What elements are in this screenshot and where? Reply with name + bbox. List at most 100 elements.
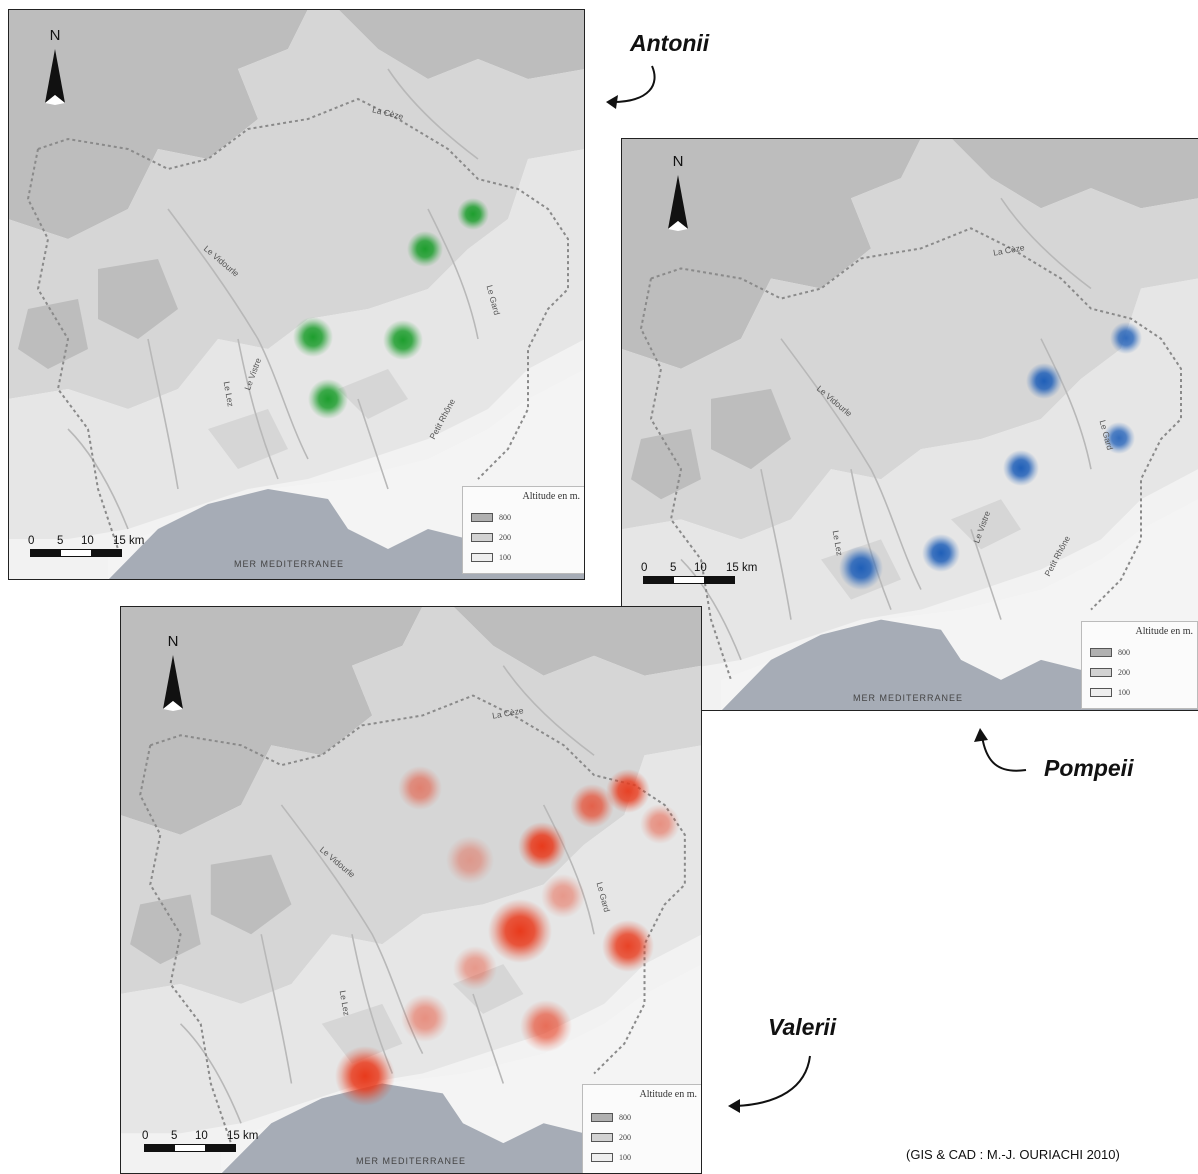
river-line (542, 804, 595, 935)
scale-tick: 0 (28, 535, 35, 547)
north-arrow-icon (45, 49, 65, 105)
north-arrow: N (158, 633, 188, 713)
distribution-hotspot (446, 836, 494, 884)
pointer-arrow-icon (974, 728, 1027, 772)
distribution-hotspot (398, 766, 442, 810)
scale-tick: 10 (195, 1130, 208, 1142)
scale-bar: 0 5 10 15 km (142, 1130, 292, 1160)
distribution-hotspot (518, 822, 566, 870)
river-line (179, 1023, 242, 1124)
relief-area (210, 854, 292, 935)
distribution-hotspot (401, 994, 449, 1042)
relief-area (18, 299, 88, 369)
scale-tick: 15 km (113, 535, 145, 547)
basemap (621, 138, 1198, 711)
scale-tick: 10 (81, 535, 94, 547)
legend-value: 100 (1118, 687, 1130, 697)
scale-bar: 0 5 10 15 km (28, 535, 178, 565)
heatmap-layer (293, 198, 489, 419)
relief-area (721, 619, 1198, 711)
scale-tick: 15 km (726, 562, 758, 574)
north-arrow: N (40, 27, 70, 107)
altitude-legend: Altitude en m. 800 200 100 (582, 1084, 702, 1174)
legend-value: 200 (619, 1132, 631, 1142)
territory-boundary (26, 97, 569, 550)
river-line (237, 338, 279, 480)
scale-tick: 0 (142, 1130, 149, 1142)
altitude-legend: Altitude en m. 800 200 100 (1081, 621, 1198, 709)
distribution-hotspot (308, 379, 348, 419)
relief-area (951, 499, 1021, 550)
territory-boundary (639, 227, 1182, 681)
distribution-hotspot (1003, 450, 1039, 486)
sea-label: MER MEDITERRANEE (234, 559, 345, 569)
river-line (970, 529, 1002, 620)
relief-area (452, 964, 524, 1014)
distribution-hotspot (606, 769, 650, 813)
relief-area (120, 745, 702, 1134)
distribution-hotspot (488, 899, 552, 963)
distribution-hotspot (570, 784, 614, 828)
sea-label: MER MEDITERRANEE (853, 693, 964, 703)
scale-tick: 0 (641, 562, 648, 574)
distribution-hotspot (453, 946, 497, 990)
scale-tick: 5 (57, 535, 64, 547)
north-label: N (167, 633, 179, 650)
relief-area (338, 369, 408, 419)
river-line (780, 338, 922, 590)
relief-area (120, 606, 423, 835)
scale-tick: 10 (694, 562, 707, 574)
relief-area (98, 259, 178, 339)
credit-text: (GIS & CAD : M.-J. OURIACHI 2010) (906, 1147, 1120, 1162)
relief-area (338, 9, 585, 79)
river-line (67, 428, 129, 530)
scale-tick: 5 (670, 562, 677, 574)
pointer-arrow-icon (606, 65, 656, 109)
territory-boundary (139, 694, 686, 1144)
legend-title: Altitude en m. (1135, 626, 1194, 637)
distribution-hotspot (839, 546, 883, 590)
relief-area (711, 388, 791, 470)
distribution-hotspot (541, 874, 585, 918)
north-label: N (672, 153, 684, 170)
north-label: N (49, 27, 61, 44)
legend-value: 100 (619, 1152, 631, 1162)
family-label-pompeii: Pompeii (1044, 755, 1134, 781)
river-line (147, 338, 179, 490)
map-panel-valerii: N La Cèze Le Vidourle Le Gard Le Lez 0 5… (120, 606, 702, 1174)
altitude-legend: Altitude en m. 800 200 100 (462, 486, 585, 574)
north-arrow: N (663, 153, 693, 233)
legend-value: 800 (619, 1112, 631, 1122)
river-line (1040, 338, 1092, 470)
river-line (357, 398, 389, 490)
pointer-arrow-icon (728, 1055, 811, 1113)
map-panel-pompeii: N La Cèze Le Vidourle Le Gard Le Vistre … (621, 138, 1198, 711)
relief-area (220, 1083, 702, 1174)
distribution-hotspot (383, 320, 423, 360)
legend-value: 800 (1118, 647, 1130, 657)
river-line (760, 468, 792, 620)
heatmap-layer (335, 766, 680, 1106)
distribution-hotspot (520, 1000, 572, 1052)
relief-area (130, 894, 201, 965)
river-line (680, 558, 742, 661)
map-panel-antonii: N La Cèze Le Vidourle Le Gard Le Vistre … (8, 9, 585, 580)
north-arrow-icon (163, 655, 183, 711)
relief-area (631, 429, 701, 500)
river-line (387, 68, 479, 160)
relief-area (8, 9, 308, 239)
river-line (427, 208, 479, 340)
river-line (850, 468, 892, 610)
heatmap-layer (839, 322, 1142, 590)
distribution-hotspot (1103, 422, 1135, 454)
scale-bar: 0 5 10 15 km (641, 562, 791, 592)
river-line (260, 934, 293, 1084)
legend-title: Altitude en m. (522, 491, 581, 502)
relief-area (621, 138, 921, 369)
river-line (167, 208, 309, 460)
north-arrow-icon (668, 175, 688, 231)
family-label-antonii: Antonii (630, 30, 710, 56)
distribution-hotspot (457, 198, 489, 230)
distribution-hotspot (335, 1046, 395, 1106)
distribution-hotspot (922, 534, 960, 572)
